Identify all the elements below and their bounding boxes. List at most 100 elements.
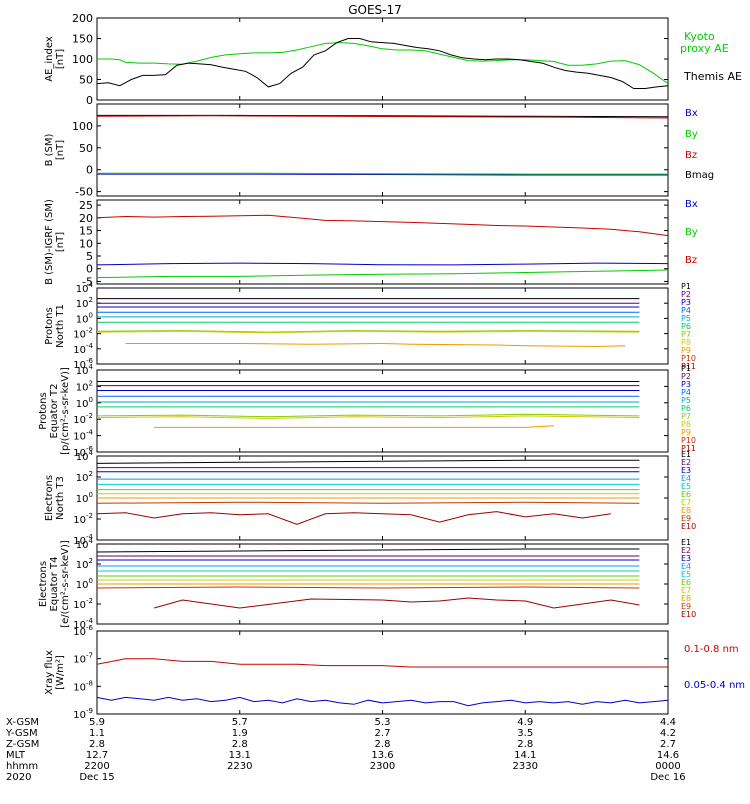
xray-series-0-1-0-8-nm: [96, 658, 668, 668]
electrons-north-series-e1: [96, 459, 640, 464]
electrons-north-legend-e7: E7: [681, 498, 691, 507]
ephemeris-value: 1.9: [232, 728, 248, 739]
bsm-igrf-series-bz: [96, 214, 669, 237]
ephemeris-value: 5.9: [89, 717, 105, 728]
bsm-series-bz: [96, 115, 669, 119]
bsm-ylabel: [nT]: [55, 140, 66, 160]
ephemeris-value: 4.4: [660, 717, 676, 728]
electrons-equator-legend-e8: E8: [681, 594, 691, 603]
electrons-equator-legend-e6: E6: [681, 578, 691, 587]
protons-equator-tick-label: 10-2: [73, 412, 93, 426]
ephemeris-value: 5.3: [375, 717, 391, 728]
xray-tick-label: 10-7: [73, 652, 93, 666]
ephemeris-value: 5.7: [232, 717, 248, 728]
protons-equator-tick-label: 104: [76, 363, 94, 377]
protons-equator-tick-label: 10-4: [73, 429, 93, 443]
bsm-igrf-legend-bx: Bx: [685, 199, 698, 210]
electrons-north-legend-e6: E6: [681, 490, 691, 499]
bsm-legend-bx: Bx: [685, 108, 698, 119]
xray-tick-label: 10-9: [73, 707, 93, 721]
protons-equator-legend-p9: P9: [681, 428, 691, 437]
electrons-equator-series-e10: [153, 597, 640, 609]
electrons-north-legend-e10: E10: [681, 522, 696, 531]
ae-legend-themis-ae: Themis AE: [683, 70, 742, 83]
xray-tick-label: 10-6: [73, 624, 93, 638]
electrons-equator-tick-label: 100: [76, 577, 93, 591]
protons-north-tick-label: 102: [76, 296, 93, 310]
ephemeris-value: 13.6: [371, 750, 393, 761]
electrons-equator-legend-e10: E10: [681, 610, 696, 619]
ae-series-themis-ae: [96, 38, 669, 89]
ae-tick-label: 200: [72, 12, 93, 25]
protons-north-tick-label: 10-2: [73, 327, 93, 341]
protons-equator-ylabel: [p/(cm²-s-sr-keV)]: [60, 367, 71, 455]
electrons-equator-series-e9: [96, 586, 640, 589]
ae-tick-label: 150: [72, 33, 93, 46]
protons-north-ylabel: Protons: [44, 307, 55, 344]
bsm-tick-label: 100: [72, 120, 93, 133]
protons-equator-tick-label: 10-6: [73, 445, 93, 459]
protons-equator-legend-p5: P5: [681, 396, 691, 405]
electrons-north-legend-e8: E8: [681, 506, 691, 515]
protons-equator-ylabel: Equator T2: [49, 384, 60, 439]
protons-equator-tick-label: 100: [76, 396, 93, 410]
protons-north-series-p8: [96, 330, 640, 334]
protons-north-legend-p4: P4: [681, 306, 691, 315]
electrons-equator-ylabel: Equator T4: [49, 557, 60, 612]
bsm-legend-bmag: Bmag: [685, 170, 714, 181]
electrons-north-tick-label: 102: [76, 470, 93, 484]
electrons-equator-legend-e9: E9: [681, 602, 691, 611]
electrons-equator-legend-e2: E2: [681, 546, 691, 555]
bsm-legend-bz: Bz: [685, 150, 697, 161]
ephemeris-value: 0000: [655, 761, 680, 772]
protons-north-series-p7: [96, 330, 640, 333]
protons-north-tick-label: 10-6: [73, 357, 93, 371]
ephemeris-row-label: MLT: [6, 750, 26, 761]
electrons-north-legend-e4: E4: [681, 474, 691, 483]
protons-north-legend-p5: P5: [681, 314, 691, 323]
electrons-north-series-e9: [96, 501, 640, 504]
electrons-north-legend-e9: E9: [681, 514, 691, 523]
protons-north-frame: [96, 287, 669, 365]
electrons-north-tick-label: 104: [76, 449, 94, 463]
ephemeris-value: Dec 16: [650, 772, 685, 783]
ae-tick-label: 100: [72, 53, 93, 66]
ephemeris-value: 2300: [370, 761, 395, 772]
protons-north-legend-p8: P8: [681, 338, 691, 347]
bsm-igrf-ylabel: B (SM)-IGRF (SM): [44, 199, 55, 285]
ephemeris-value: 13.1: [229, 750, 251, 761]
ephemeris-value: 1.1: [89, 728, 105, 739]
bsm-tick-label: 0: [86, 164, 93, 177]
bsm-igrf-tick-label: 0: [86, 263, 93, 276]
protons-equator-tick-label: 102: [76, 379, 93, 393]
bsm-igrf-legend-bz: Bz: [685, 255, 697, 266]
protons-north-legend-p7: P7: [681, 330, 691, 339]
electrons-north-legend-e3: E3: [681, 466, 691, 475]
electrons-equator-tick-label: 104: [76, 537, 94, 551]
bsm-igrf-tick-label: 20: [79, 212, 93, 225]
protons-equator-legend-p8: P8: [681, 420, 691, 429]
electrons-equator-tick-label: 10-4: [73, 617, 93, 631]
bsm-tick-label: -50: [75, 186, 93, 199]
protons-equator-frame: [96, 369, 669, 453]
protons-equator-legend-p11: P11: [681, 444, 696, 453]
bsm-igrf-series-by: [96, 269, 669, 279]
ephemeris-value: 2230: [227, 761, 252, 772]
protons-equator-legend-p10: P10: [681, 436, 696, 445]
bsm-igrf-tick-label: -5: [82, 275, 93, 288]
chart-title: GOES-17: [348, 3, 402, 17]
ae-tick-label: 0: [86, 94, 93, 107]
protons-north-legend-p10: P10: [681, 354, 696, 363]
electrons-north-ylabel: Electrons: [44, 475, 55, 521]
ae-series-kyoto-proxy-ae: [97, 42, 669, 85]
protons-north-legend-p2: P2: [681, 290, 691, 299]
ephemeris-value: Dec 15: [79, 772, 114, 783]
electrons-north-ylabel: North T3: [55, 476, 66, 520]
bsm-legend-by: By: [685, 129, 698, 140]
protons-equator-series-p9: [154, 425, 554, 428]
protons-equator-ylabel: Protons: [38, 392, 49, 429]
electrons-equator-legend-e1: E1: [681, 538, 691, 547]
ephemeris-value: 2.8: [232, 739, 248, 750]
ephemeris-row-label: X-GSM: [6, 717, 39, 728]
